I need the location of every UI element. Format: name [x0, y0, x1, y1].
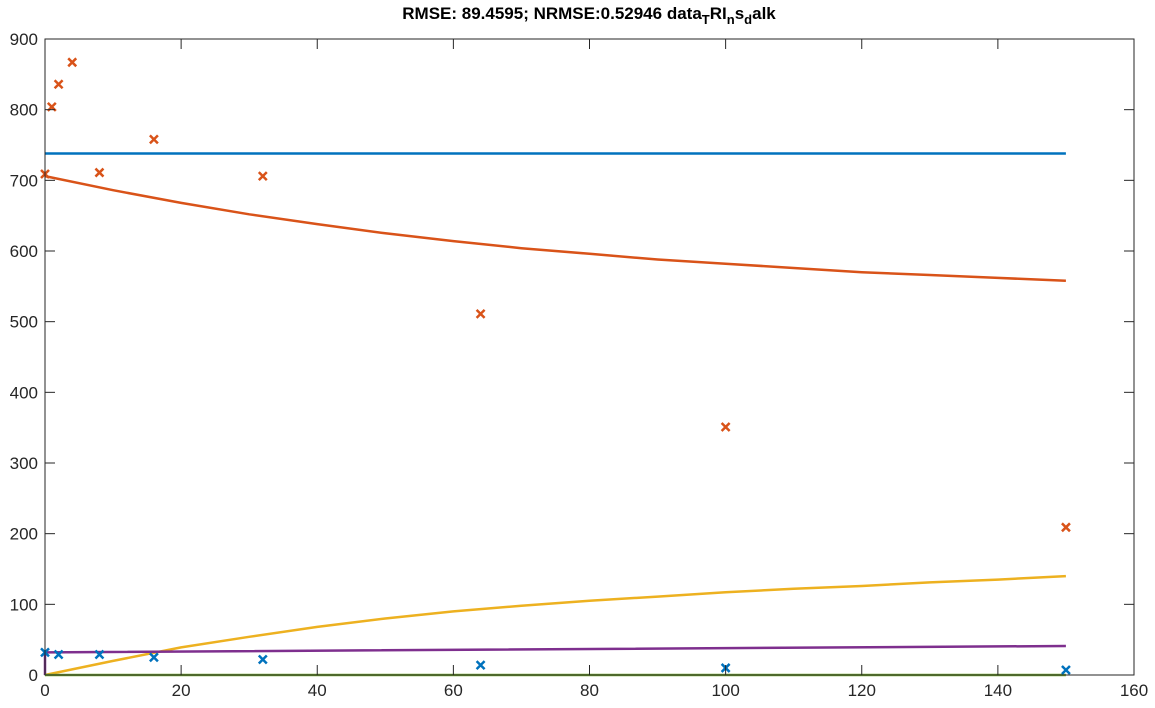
y-tick-label: 900 — [10, 30, 38, 49]
data-point — [475, 309, 486, 319]
y-tick-label: 800 — [10, 101, 38, 120]
y-tick-label: 400 — [10, 383, 38, 402]
title-text: RMSE: 89.4595; NRMSE:0.52946 data — [402, 4, 702, 23]
title-text: s — [735, 4, 744, 23]
data-point — [257, 171, 268, 181]
y-tick-label: 700 — [10, 171, 38, 190]
series-line-1 — [44, 174, 1066, 282]
data-point — [149, 134, 159, 145]
title-text: RI — [710, 4, 727, 23]
data-point — [67, 57, 78, 68]
y-tick-label: 200 — [10, 525, 38, 544]
data-point — [1061, 522, 1071, 533]
data-point — [94, 649, 105, 660]
x-tick-label: 60 — [444, 681, 463, 700]
x-tick-label: 120 — [848, 681, 876, 700]
y-tick-label: 0 — [29, 666, 38, 685]
y-tick-label: 600 — [10, 242, 38, 261]
x-tick-label: 160 — [1120, 681, 1148, 700]
data-point — [475, 660, 486, 670]
x-tick-label: 80 — [580, 681, 599, 700]
data-point — [53, 649, 64, 660]
series-line-2 — [44, 574, 1066, 677]
x-tick-label: 140 — [984, 681, 1012, 700]
title-subscript: n — [727, 12, 735, 27]
tick-layer: 0 20 40 60 80 100 120 140 160 0 100 200 300 400 500 600… — [10, 30, 1149, 700]
data-point — [149, 652, 159, 663]
data-point — [53, 79, 64, 90]
data-point — [720, 422, 731, 432]
x-tick-label: 100 — [711, 681, 739, 700]
title-text: alk — [752, 4, 776, 23]
title-subscript: T — [702, 12, 710, 27]
x-tick-label: 0 — [40, 681, 49, 700]
y-tick-label: 300 — [10, 454, 38, 473]
y-tick-label: 100 — [10, 595, 38, 614]
plot-area — [45, 39, 1134, 675]
chart-title: RMSE: 89.4595; NRMSE:0.52946 dataTRInsda… — [402, 4, 776, 27]
data-point — [257, 654, 268, 665]
title-subscript: d — [744, 12, 752, 27]
x-tick-label: 40 — [308, 681, 327, 700]
data-point — [94, 167, 105, 178]
x-tick-label: 20 — [172, 681, 191, 700]
y-tick-label: 500 — [10, 313, 38, 332]
data-point — [1061, 665, 1071, 675]
